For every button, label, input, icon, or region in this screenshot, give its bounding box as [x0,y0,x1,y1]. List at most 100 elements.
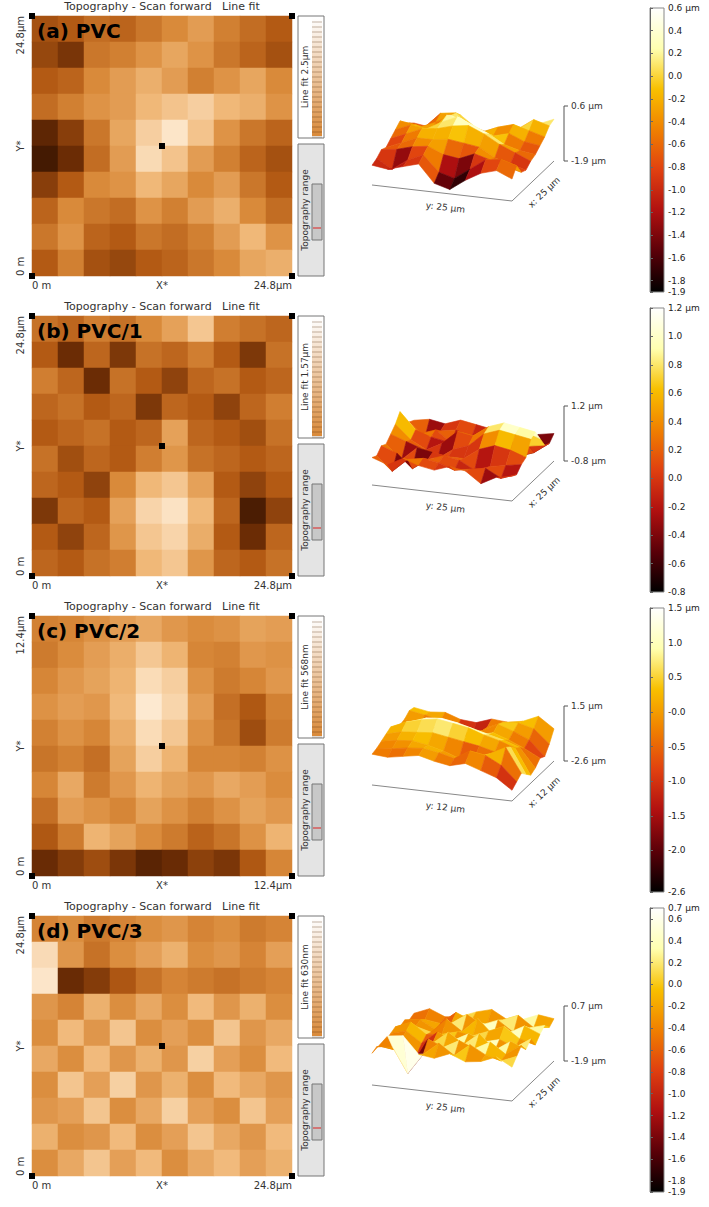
svg-text:Line fit 2.5µm: Line fit 2.5µm [300,46,310,108]
svg-text:-0.2: -0.2 [668,94,686,104]
svg-text:X*: X* [156,580,168,591]
svg-text:1.0: 1.0 [668,638,683,648]
svg-text:Topography range: Topography range [300,469,310,552]
svg-text:-1.0: -1.0 [668,1089,686,1099]
svg-text:Topography - Scan forward Li: Topography - Scan forward Line fit [63,300,260,313]
svg-text:x: 25 µm: x: 25 µm [526,1075,562,1110]
svg-text:-1.8: -1.8 [668,1176,686,1186]
svg-text:-0.8 µm: -0.8 µm [571,456,606,466]
svg-text:24.8µm: 24.8µm [254,1180,292,1191]
svg-text:24.8µm: 24.8µm [254,580,292,591]
svg-text:-0.2: -0.2 [668,1001,686,1011]
svg-text:(d) PVC/3: (d) PVC/3 [37,919,143,943]
svg-text:-1.5: -1.5 [668,811,686,821]
svg-text:-0.4: -0.4 [668,1023,686,1033]
svg-text:x: 25 µm: x: 25 µm [526,475,562,510]
svg-text:-2.6: -2.6 [668,887,686,897]
svg-text:12.4µm: 12.4µm [254,880,292,891]
svg-text:0.2: 0.2 [668,958,682,968]
svg-text:1.5 µm: 1.5 µm [668,603,700,613]
svg-text:0 m: 0 m [15,1157,26,1176]
svg-text:24.8µm: 24.8µm [254,280,292,291]
svg-text:-1.0: -1.0 [668,776,686,786]
svg-text:0.6: 0.6 [668,388,683,398]
svg-text:1.0: 1.0 [668,331,683,341]
svg-text:Y*: Y* [15,440,26,452]
svg-text:1.2 µm: 1.2 µm [668,303,700,313]
svg-text:-1.9 µm: -1.9 µm [571,156,606,166]
svg-text:0.5: 0.5 [668,672,682,682]
svg-text:y: 12 µm: y: 12 µm [425,800,465,814]
svg-text:-0.8: -0.8 [668,162,686,172]
svg-text:Topography - Scan forward Li: Topography - Scan forward Line fit [63,600,260,613]
svg-text:1.5 µm: 1.5 µm [571,701,603,711]
svg-text:-1.2: -1.2 [668,1111,686,1121]
svg-text:-1.8: -1.8 [668,276,686,286]
svg-text:-0.4: -0.4 [668,530,686,540]
svg-text:Line fit 630nm: Line fit 630nm [300,944,310,1009]
svg-text:-1.4: -1.4 [668,1132,686,1142]
svg-text:-1.9 µm: -1.9 µm [571,1056,606,1066]
svg-text:y: 25 µm: y: 25 µm [425,200,465,214]
svg-text:0.7 µm: 0.7 µm [571,1001,603,1011]
svg-text:0.2: 0.2 [668,445,682,455]
svg-text:-0.6: -0.6 [668,139,686,149]
svg-text:0 m: 0 m [32,880,51,891]
svg-text:-0.6: -0.6 [668,559,686,569]
svg-text:Topography range: Topography range [300,169,310,252]
svg-text:-1.4: -1.4 [668,230,686,240]
svg-text:-0.0: -0.0 [668,707,686,717]
svg-text:24.8µm: 24.8µm [15,16,26,54]
svg-text:Topography range: Topography range [300,1069,310,1152]
svg-text:12.4µm: 12.4µm [15,616,26,654]
svg-text:Line fit 568nm: Line fit 568nm [300,644,310,709]
svg-text:Y*: Y* [15,1040,26,1052]
svg-text:0.8: 0.8 [668,360,683,370]
svg-text:0.4: 0.4 [668,417,683,427]
svg-text:-0.8: -0.8 [668,1067,686,1077]
svg-text:(a) PVC: (a) PVC [37,19,121,43]
svg-text:-0.4: -0.4 [668,117,686,127]
svg-text:0.0: 0.0 [668,979,683,989]
svg-text:-0.2: -0.2 [668,502,686,512]
svg-text:0.0: 0.0 [668,71,683,81]
svg-text:0 m: 0 m [32,280,51,291]
svg-text:Line fit 1.57µm: Line fit 1.57µm [300,343,310,411]
svg-text:0.4: 0.4 [668,936,683,946]
svg-text:0 m: 0 m [32,1180,51,1191]
svg-text:(b) PVC/1: (b) PVC/1 [37,319,143,343]
svg-text:(c) PVC/2: (c) PVC/2 [37,619,140,643]
svg-text:0 m: 0 m [32,580,51,591]
svg-text:X*: X* [156,280,168,291]
svg-text:0 m: 0 m [15,257,26,276]
svg-text:0 m: 0 m [15,857,26,876]
svg-text:-0.6: -0.6 [668,1045,686,1055]
svg-text:0.6 µm: 0.6 µm [571,101,603,111]
svg-text:-0.8: -0.8 [668,587,686,597]
svg-text:-1.2: -1.2 [668,207,686,217]
svg-text:0.4: 0.4 [668,26,683,36]
svg-text:1.2 µm: 1.2 µm [571,401,603,411]
svg-text:-1.6: -1.6 [668,1154,686,1164]
svg-text:24.8µm: 24.8µm [15,316,26,354]
svg-text:-2.6 µm: -2.6 µm [571,756,606,766]
svg-text:0.6: 0.6 [668,914,683,924]
svg-text:-1.9: -1.9 [668,1187,686,1197]
svg-text:x: 25 µm: x: 25 µm [526,175,562,210]
svg-text:0.2: 0.2 [668,48,682,58]
svg-text:y: 25 µm: y: 25 µm [425,500,465,514]
svg-text:X*: X* [156,880,168,891]
svg-text:Y*: Y* [15,740,26,752]
svg-text:24.8µm: 24.8µm [15,916,26,954]
svg-text:X*: X* [156,1180,168,1191]
svg-text:0.7 µm: 0.7 µm [668,903,700,913]
svg-text:Topography range: Topography range [300,769,310,852]
svg-text:0.0: 0.0 [668,473,683,483]
svg-text:Topography - Scan forward Li: Topography - Scan forward Line fit [63,900,260,913]
svg-text:y: 25 µm: y: 25 µm [425,1100,465,1114]
svg-text:0.6 µm: 0.6 µm [668,3,700,13]
svg-text:-0.5: -0.5 [668,742,686,752]
svg-text:-1.0: -1.0 [668,185,686,195]
svg-text:x: 12 µm: x: 12 µm [526,775,562,810]
svg-text:-2.0: -2.0 [668,845,686,855]
